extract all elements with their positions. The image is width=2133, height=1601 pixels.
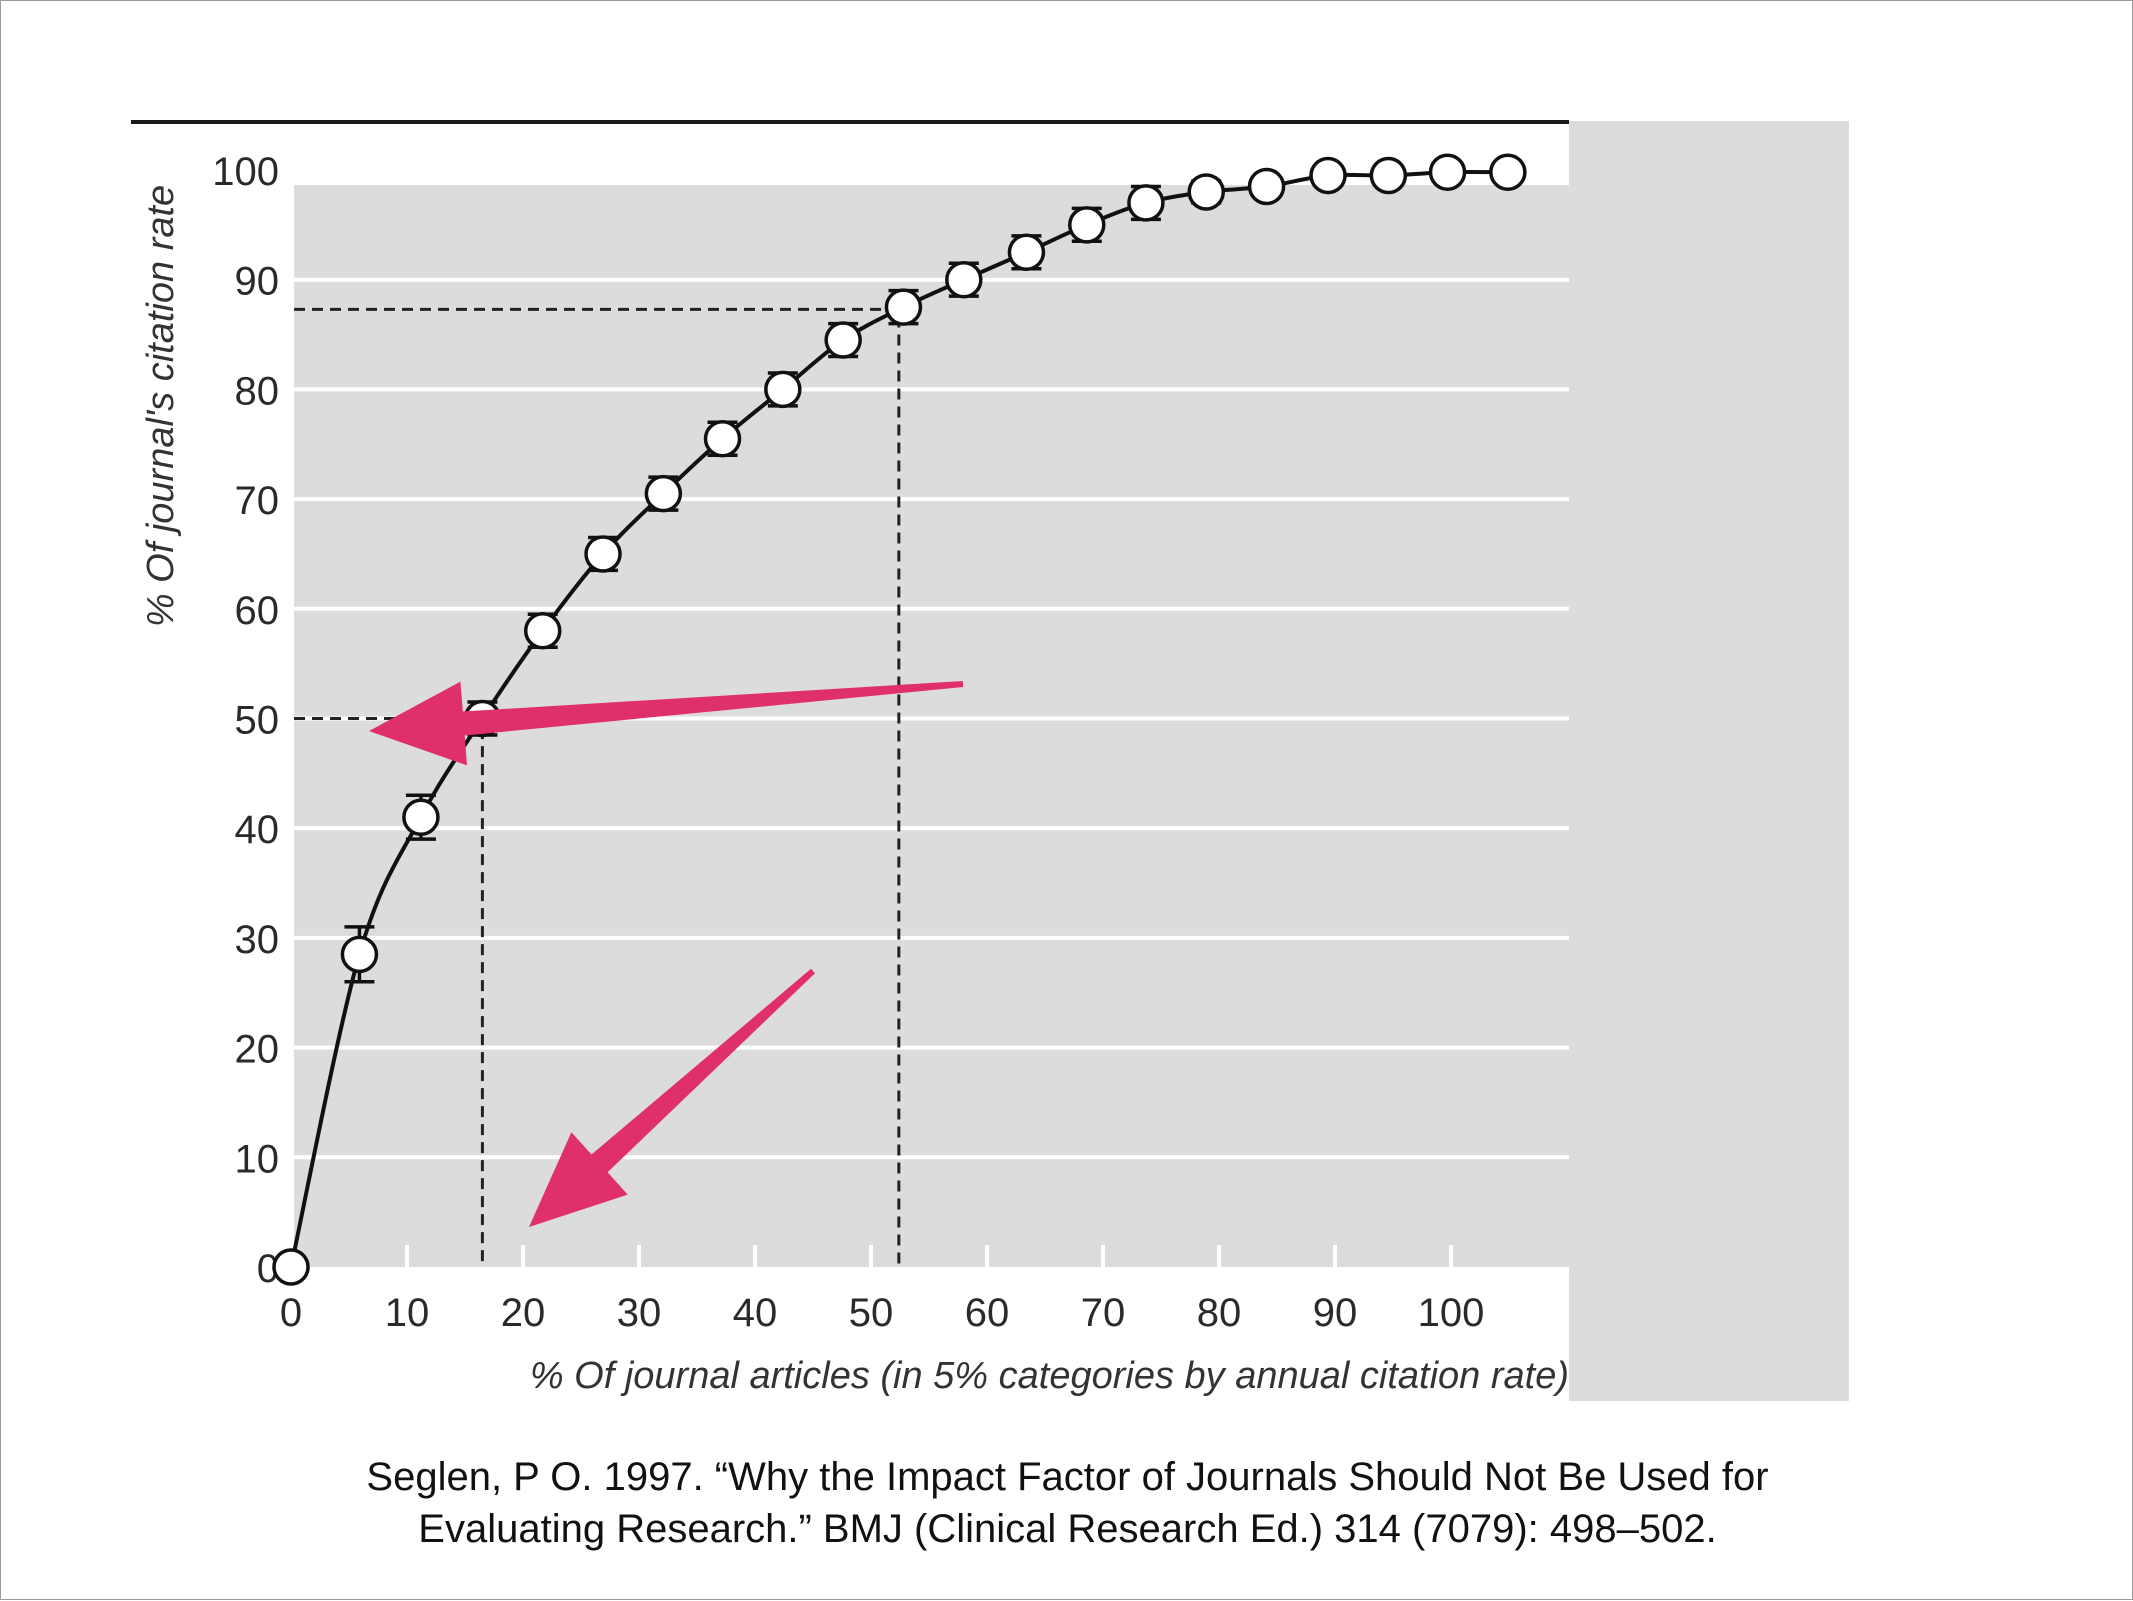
x-tick-label: 60	[965, 1291, 1010, 1335]
y-tick-label: 20	[235, 1028, 280, 1072]
data-point	[1309, 156, 1347, 195]
y-tick-label: 70	[235, 479, 280, 523]
x-tick-label: 10	[385, 1291, 430, 1335]
y-axis-title: % Of journal's citation rate	[140, 185, 182, 627]
side-panel	[1569, 121, 1849, 1401]
x-tick-label: 0	[280, 1291, 302, 1335]
x-tick-label: 90	[1313, 1291, 1358, 1335]
y-tick-label: 90	[235, 260, 280, 304]
data-point	[764, 370, 802, 409]
annotation-arrow	[369, 681, 964, 766]
data-point	[1247, 167, 1286, 206]
y-tick-label: 50	[235, 699, 280, 743]
data-point	[824, 321, 862, 359]
x-tick-label: 20	[501, 1291, 546, 1335]
data-point	[1489, 153, 1527, 191]
y-tick-label: 40	[235, 808, 280, 852]
data-point	[644, 474, 683, 513]
x-tick-label: 50	[849, 1291, 894, 1335]
y-tick-label: 100	[212, 150, 279, 194]
data-point	[523, 611, 562, 650]
y-tick-label: 0	[257, 1247, 279, 1291]
x-tick-label: 70	[1081, 1291, 1126, 1335]
data-point	[945, 260, 983, 299]
data-point	[402, 798, 440, 836]
x-tick-label: 40	[733, 1291, 778, 1335]
x-tick-label: 80	[1197, 1291, 1242, 1335]
data-point	[1127, 184, 1165, 222]
data-point	[584, 535, 622, 573]
data-point	[1187, 173, 1225, 211]
data-point	[1007, 233, 1046, 272]
data-point	[884, 288, 923, 326]
caption-line-2: Evaluating Research.” BMJ (Clinical Rese…	[418, 1507, 1717, 1551]
y-tick-label: 30	[235, 918, 280, 962]
data-point	[1068, 206, 1106, 244]
data-point	[340, 935, 379, 974]
y-tick-label: 10	[235, 1137, 280, 1181]
x-tick-label: 100	[1418, 1291, 1485, 1335]
data-series	[272, 153, 1527, 1286]
annotation-arrow	[529, 968, 815, 1227]
citation-caption: Seglen, P O. 1997. “Why the Impact Facto…	[1, 1451, 2133, 1555]
y-tick-label: 60	[235, 589, 280, 633]
x-axis-title: % Of journal articles (in 5% categories …	[530, 1355, 1569, 1397]
y-tick-label: 80	[235, 369, 280, 413]
caption-line-1: Seglen, P O. 1997. “Why the Impact Facto…	[366, 1455, 1769, 1499]
data-point	[1428, 153, 1467, 191]
gridlines	[294, 168, 1569, 1160]
data-point	[272, 1248, 310, 1286]
axes: 0 10 20 30 40 50 60 70 80 90 100 0 10 20 30 40 50 60 70 80 9…	[212, 150, 1484, 1335]
data-point	[703, 420, 742, 458]
annotations	[369, 681, 964, 1227]
x-tick-label: 30	[617, 1291, 662, 1335]
plot-background	[131, 120, 1849, 1401]
data-point	[1369, 156, 1408, 195]
